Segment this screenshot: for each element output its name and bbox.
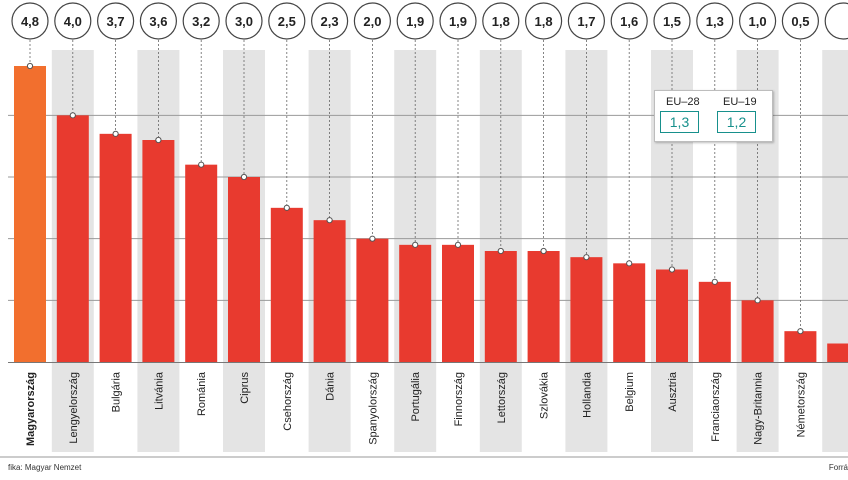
value-marker <box>27 63 32 68</box>
eu28-value: 1,3 <box>660 111 699 133</box>
value-marker <box>669 267 674 272</box>
category-label: Dánia <box>325 371 337 401</box>
bar <box>742 300 774 362</box>
value-marker <box>113 131 118 136</box>
bar-chart: 4,8 Magyarország 4,0 Lengyelország 3,7 Bulgár… <box>0 0 848 480</box>
category-label: Portugália <box>410 371 422 421</box>
data-label: 1,5 <box>663 14 681 29</box>
bar <box>271 208 303 362</box>
bar <box>485 251 517 362</box>
value-marker <box>498 248 503 253</box>
category-label: Nagy-Britannia <box>753 371 765 445</box>
data-label: 1,7 <box>577 14 595 29</box>
data-label: 3,2 <box>192 14 210 29</box>
bar <box>399 245 431 362</box>
bar <box>57 115 89 362</box>
value-marker <box>241 174 246 179</box>
value-marker <box>199 162 204 167</box>
category-label: Magyarország <box>25 372 37 446</box>
category-label: Szlovákia <box>539 371 551 419</box>
value-marker <box>370 236 375 241</box>
bar <box>185 165 217 362</box>
category-label: Belgium <box>624 372 636 412</box>
bar <box>699 282 731 362</box>
data-label: 1,0 <box>749 14 767 29</box>
value-marker <box>541 248 546 253</box>
value-marker <box>755 298 760 303</box>
bar <box>314 220 346 362</box>
data-label: 3,7 <box>107 14 125 29</box>
bar <box>656 270 688 363</box>
bar <box>100 134 132 362</box>
data-label: 2,0 <box>363 14 381 29</box>
category-label: Hollandia <box>581 371 593 418</box>
bar <box>442 245 474 362</box>
category-label: Románia <box>196 371 208 416</box>
data-label: 4,0 <box>64 14 82 29</box>
value-marker <box>156 137 161 142</box>
eu19-label: EU–19 <box>723 96 757 108</box>
category-label: Lettország <box>496 372 508 423</box>
data-label: 1,8 <box>492 14 510 29</box>
bar <box>613 263 645 362</box>
data-label: 1,9 <box>406 14 424 29</box>
category-label: Spanyolország <box>367 372 379 445</box>
bar <box>570 257 602 362</box>
value-marker <box>584 255 589 260</box>
column-stripe <box>822 50 848 452</box>
data-label: 2,3 <box>321 14 339 29</box>
category-label: Lengyelország <box>68 372 80 444</box>
data-label: 1,3 <box>706 14 724 29</box>
source-credit: fika: Magyar Nemzet <box>8 463 81 472</box>
data-label: 4,8 <box>21 14 39 29</box>
value-marker <box>327 218 332 223</box>
category-label: Csehország <box>282 372 294 431</box>
value-marker <box>455 242 460 247</box>
value-marker <box>284 205 289 210</box>
bar <box>14 66 46 362</box>
data-label: 1,6 <box>620 14 638 29</box>
data-label: 2,5 <box>278 14 296 29</box>
category-label: Ausztria <box>667 371 679 412</box>
bar <box>827 344 848 363</box>
category-label: Németország <box>795 372 807 437</box>
value-marker <box>798 329 803 334</box>
data-label: 3,0 <box>235 14 253 29</box>
category-label: Bulgária <box>111 371 123 412</box>
category-label: Finnország <box>453 372 465 426</box>
bar <box>528 251 560 362</box>
bar <box>356 239 388 362</box>
bar <box>142 140 174 362</box>
data-label: 1,8 <box>535 14 553 29</box>
category-label: Franciaország <box>710 372 722 442</box>
category-label: Ciprus <box>239 372 251 404</box>
bar <box>228 177 260 362</box>
data-label: 1,9 <box>449 14 467 29</box>
bar <box>784 331 816 362</box>
value-bubble-partial <box>825 3 848 39</box>
data-label: 3,6 <box>149 14 167 29</box>
eu19-value: 1,2 <box>717 111 756 133</box>
data-label: 0,5 <box>791 14 809 29</box>
eu28-label: EU–28 <box>666 96 700 108</box>
value-marker <box>413 242 418 247</box>
source-label: Forrá <box>829 463 848 472</box>
category-label: Litvánia <box>153 371 165 410</box>
value-marker <box>627 261 632 266</box>
value-marker <box>712 279 717 284</box>
value-marker <box>70 113 75 118</box>
